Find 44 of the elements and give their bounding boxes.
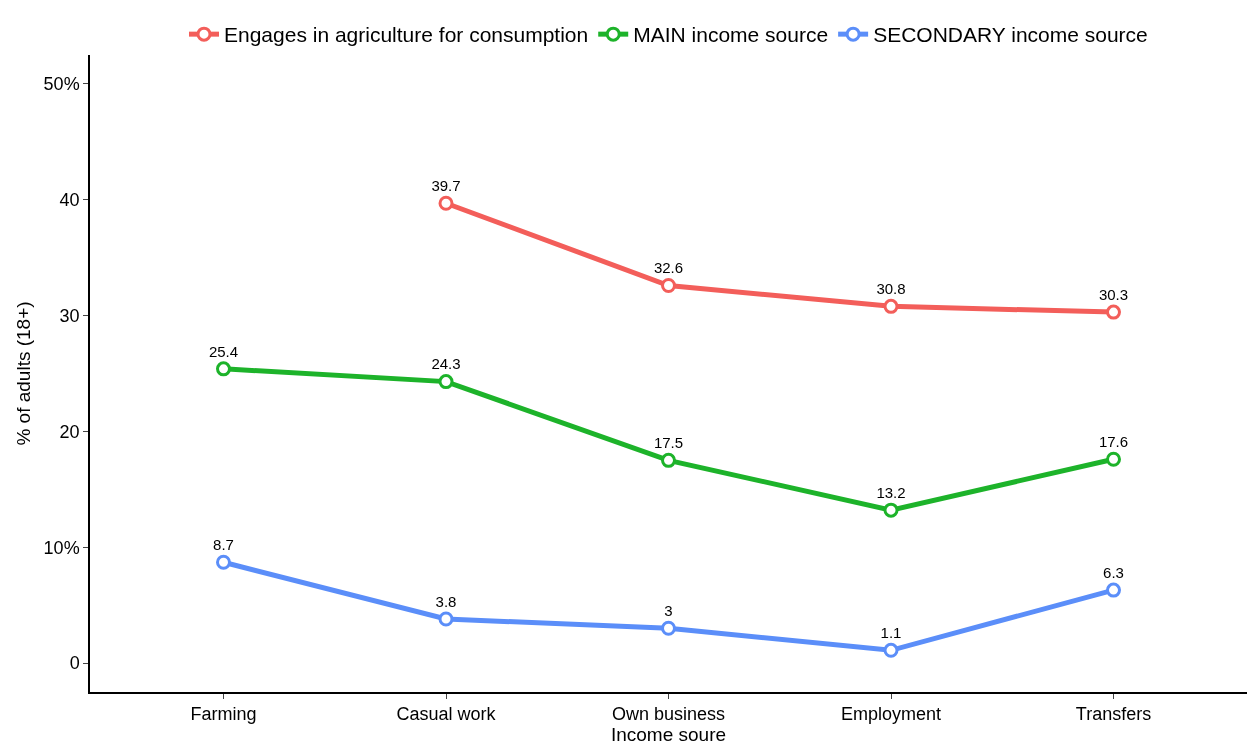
- x-tick-label: Farming: [190, 704, 257, 725]
- point: [438, 611, 454, 627]
- data-label: 6.3: [1103, 563, 1124, 581]
- data-label: 8.7: [213, 536, 234, 554]
- point: [661, 620, 676, 636]
- data-label: 1.1: [880, 624, 902, 642]
- data-label: 17.6: [1098, 432, 1129, 450]
- x-tick-label: Own business: [611, 704, 726, 725]
- data-label: 32.6: [653, 259, 684, 277]
- y-tick-label: 40: [59, 190, 80, 211]
- data-label: 25.4: [208, 342, 239, 360]
- data-label: 30.3: [1098, 285, 1129, 303]
- y-tick-label: 50%: [43, 74, 80, 95]
- x-tick-label: Transfers: [1075, 704, 1152, 725]
- point: [1106, 451, 1121, 467]
- data-label: 30.8: [876, 280, 906, 298]
- x-axis-title: Income soure: [610, 724, 727, 746]
- y-axis-title: % of adults (18+): [12, 301, 34, 446]
- point: [1106, 582, 1121, 598]
- data-label: 13.2: [876, 483, 906, 501]
- legend-label: SECONDARY income source: [873, 23, 1148, 47]
- point: [216, 554, 231, 570]
- data-label: 3.8: [435, 592, 457, 610]
- y-tick-label: 10%: [43, 537, 80, 558]
- point: [661, 452, 676, 468]
- point: [883, 502, 899, 518]
- point: [216, 361, 231, 377]
- data-label: 24.3: [431, 355, 461, 373]
- point: [883, 642, 899, 658]
- data-label: 39.7: [431, 177, 461, 194]
- x-tick-label: Employment: [840, 704, 942, 725]
- data-label: 3: [664, 602, 673, 620]
- point: [1106, 304, 1121, 320]
- legend-label: Engages in agriculture for consumption: [224, 23, 589, 47]
- point: [883, 298, 899, 314]
- data-label: 17.5: [653, 434, 684, 452]
- legend-label: MAIN income source: [633, 23, 829, 47]
- point: [438, 195, 454, 211]
- y-tick-label: 0: [69, 653, 80, 674]
- y-tick-label: 30: [59, 305, 80, 326]
- point: [661, 277, 676, 293]
- point: [438, 374, 454, 390]
- y-tick-label: 20: [59, 421, 80, 442]
- x-tick-label: Casual work: [396, 704, 497, 725]
